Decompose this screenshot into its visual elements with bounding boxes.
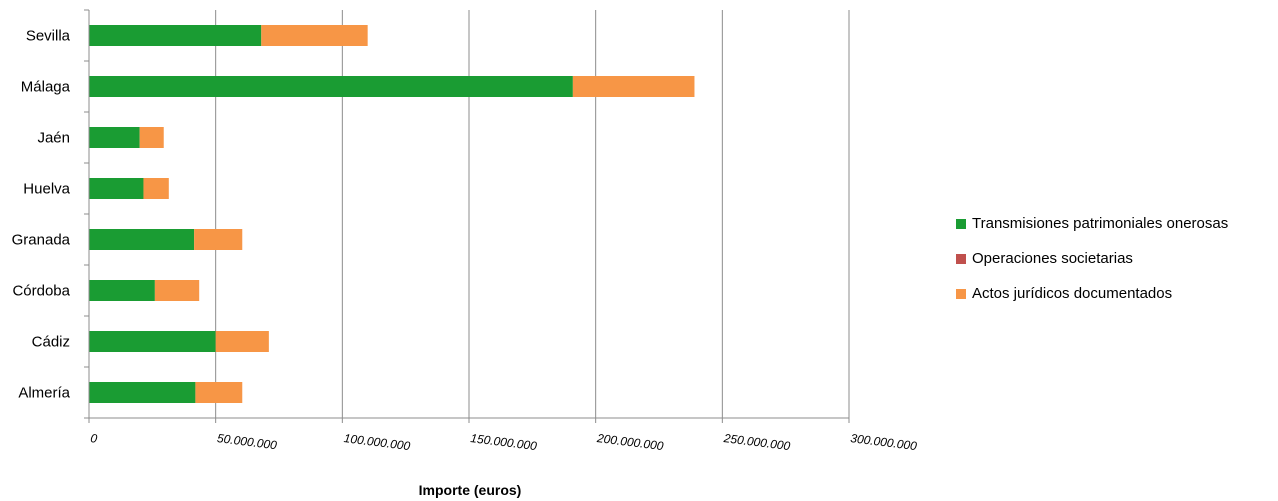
legend-swatch xyxy=(956,253,966,264)
gridlines xyxy=(215,10,850,418)
category-label: Huelva xyxy=(23,181,70,198)
x-tick-label: 250.000.000 xyxy=(722,431,791,453)
bar-segment xyxy=(89,331,216,352)
category-label: Sevilla xyxy=(26,28,71,45)
x-tick-label: 50.000.000 xyxy=(216,431,278,452)
x-axis-tick-labels: 0 50.000.000 100.000.000 150.000.000 200.000… xyxy=(90,431,918,453)
category-label: Córdoba xyxy=(12,283,70,300)
category-label: Cádiz xyxy=(32,334,70,351)
bar-segment xyxy=(154,280,200,301)
bar-segment xyxy=(261,25,368,46)
legend-item: Transmisiones patrimoniales onerosas xyxy=(956,214,1228,233)
category-label: Almería xyxy=(18,385,70,402)
y-axis-labels: Almería Cádiz Córdoba Granada Huelva Jaén Mála… xyxy=(12,28,71,402)
bar-segment xyxy=(194,229,243,250)
bar-segment xyxy=(143,178,169,199)
bar-segment xyxy=(139,127,164,148)
bar-segment xyxy=(572,76,695,97)
bar-segment xyxy=(89,178,144,199)
legend-label: Operaciones societarias xyxy=(972,250,1133,267)
category-label: Granada xyxy=(12,232,71,249)
legend-label: Actos jurídicos documentados xyxy=(972,285,1173,302)
bar-segment xyxy=(89,382,196,403)
legend: Transmisiones patrimoniales onerosas Oper… xyxy=(956,214,1228,319)
bar-segment xyxy=(89,280,155,301)
bar-segment xyxy=(195,382,243,403)
category-label: Jaén xyxy=(37,130,70,147)
legend-item: Actos jurídicos documentados xyxy=(956,284,1228,303)
legend-swatch xyxy=(956,218,966,229)
x-tick-label: 300.000.000 xyxy=(850,431,918,453)
x-axis-title: Importe (euros) xyxy=(419,482,522,498)
legend-swatch xyxy=(956,288,966,299)
bar-segment xyxy=(215,331,269,352)
category-label: Málaga xyxy=(21,79,71,96)
bar-segment xyxy=(89,25,262,46)
x-tick-label: 200.000.000 xyxy=(595,431,664,453)
axes xyxy=(84,9,850,423)
legend-label: Transmisiones patrimoniales onerosas xyxy=(972,215,1229,232)
bars xyxy=(89,25,695,403)
x-tick-label: 100.000.000 xyxy=(343,431,411,453)
bar-segment xyxy=(89,229,195,250)
bar-segment xyxy=(89,76,573,97)
x-tick-label: 150.000.000 xyxy=(470,431,538,453)
x-tick-label: 0 xyxy=(90,431,99,446)
bar-segment xyxy=(89,127,140,148)
legend-item: Operaciones societarias xyxy=(956,249,1228,268)
